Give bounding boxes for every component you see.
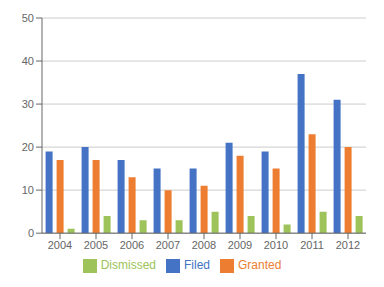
html-text:Dismissed: Dismissed — [100, 258, 156, 273]
svg-text:2012: 2012 — [336, 239, 360, 251]
svg-text:40: 40 — [22, 55, 34, 67]
html-text:Granted: Granted — [238, 258, 282, 273]
svg-text:30: 30 — [22, 98, 34, 110]
svg-text:2011: 2011 — [300, 239, 324, 251]
svg-text:2004: 2004 — [48, 239, 72, 251]
svg-text:2007: 2007 — [156, 239, 180, 251]
svg-text:2010: 2010 — [264, 239, 288, 251]
svg-text:2005: 2005 — [84, 239, 108, 251]
svg-text:50: 50 — [22, 12, 34, 24]
svg-text:20: 20 — [22, 141, 34, 153]
html-text:Filed: Filed — [184, 258, 210, 273]
svg-text:2006: 2006 — [120, 239, 144, 251]
svg-text:2008: 2008 — [192, 239, 216, 251]
svg-text:0: 0 — [28, 227, 34, 239]
svg-text:10: 10 — [22, 184, 34, 196]
svg-text:2009: 2009 — [228, 239, 252, 251]
